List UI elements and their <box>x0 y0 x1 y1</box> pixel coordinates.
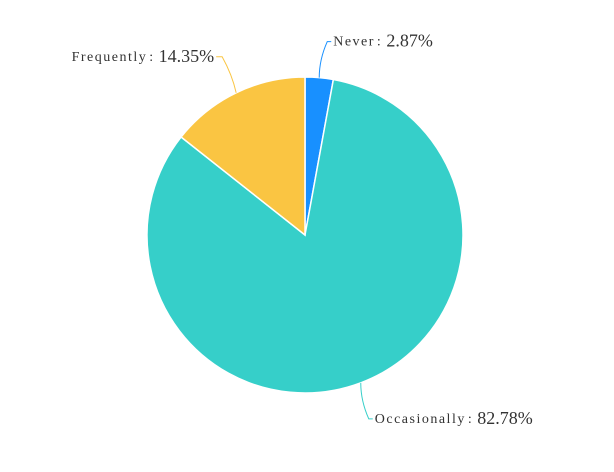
label-separator: : <box>149 50 154 65</box>
data-label: Never:2.87% <box>333 31 433 51</box>
category-name: Occasionally <box>375 412 466 427</box>
leader-line <box>318 41 332 78</box>
leader-line <box>216 56 237 93</box>
value-label: 2.87% <box>386 31 433 51</box>
pie-slice <box>146 78 464 394</box>
label-separator: : <box>377 35 382 50</box>
label-separator: : <box>468 412 473 427</box>
data-label: Frequently:14.35% <box>72 46 215 66</box>
value-label: 14.35% <box>159 46 215 66</box>
value-label: 82.78% <box>477 408 532 428</box>
category-name: Never <box>333 35 375 50</box>
leader-line <box>360 382 373 420</box>
category-name: Frequently <box>72 50 148 65</box>
data-label: Occasionally:82.78% <box>375 408 533 428</box>
